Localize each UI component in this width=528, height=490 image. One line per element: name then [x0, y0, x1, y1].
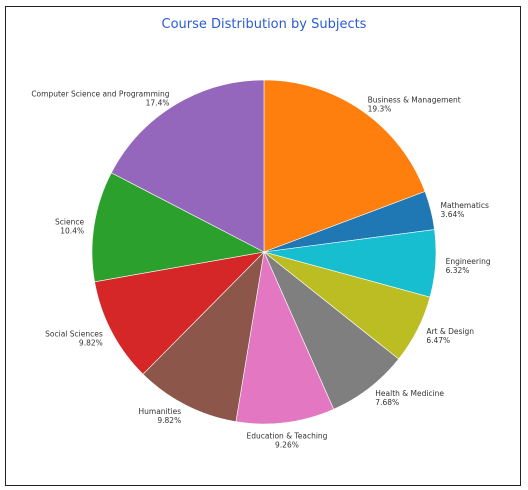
slice-label-computer-science-and-programming: Computer Science and Programming: [31, 89, 169, 98]
slice-label-art-and-design: Art & Design: [426, 327, 474, 336]
pie-slice-business-and-management: [263, 79, 426, 253]
slice-label-humanities: Humanities: [139, 407, 182, 416]
slice-label-education-and-teaching: Education & Teaching: [246, 432, 327, 441]
pie-slice-social-sciences: [94, 251, 265, 375]
slice-percent-health-and-medicine: 7.68%: [375, 398, 399, 407]
slice-label-engineering: Engineering: [446, 257, 491, 266]
slice-percent-business-and-management: 19.3%: [368, 104, 392, 113]
slice-percent-mathematics: 3.64%: [441, 210, 465, 219]
slice-label-health-and-medicine: Health & Medicine: [375, 389, 444, 398]
slice-percent-art-and-design: 6.47%: [426, 336, 450, 345]
chart-title: Course Distribution by Subjects: [161, 17, 367, 32]
pie-slice-science: [91, 172, 265, 283]
slice-percent-social-sciences: 9.82%: [79, 338, 103, 347]
slice-percent-humanities: 9.82%: [157, 416, 181, 425]
pie-slices: [91, 79, 437, 425]
pie-slice-education-and-teaching: [235, 250, 335, 425]
slice-label-science: Science: [55, 217, 84, 226]
pie-slice-computer-science-and-programming: [110, 79, 265, 253]
slice-label-mathematics: Mathematics: [441, 201, 489, 210]
slice-percent-computer-science-and-programming: 17.4%: [146, 98, 170, 107]
slice-label-business-and-management: Business & Management: [368, 95, 461, 104]
slice-percent-engineering: 6.32%: [446, 266, 470, 275]
slice-percent-education-and-teaching: 9.26%: [275, 441, 299, 450]
pie-slice-humanities: [142, 251, 265, 423]
slice-label-social-sciences: Social Sciences: [45, 329, 103, 338]
slice-percent-science: 10.4%: [60, 226, 84, 235]
